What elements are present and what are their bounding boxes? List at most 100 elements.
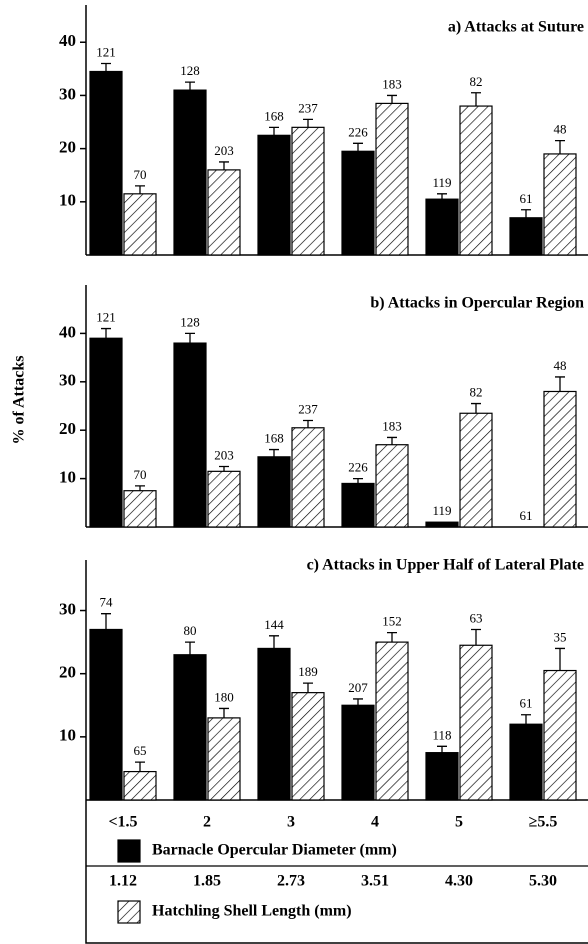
shell-length: 1.12 xyxy=(109,873,137,890)
count-label: 74 xyxy=(100,595,114,610)
bar xyxy=(257,134,291,256)
count-label: 203 xyxy=(214,143,234,158)
bar xyxy=(543,669,577,801)
bar xyxy=(425,752,459,801)
error-bar xyxy=(219,161,229,170)
count-label: 226 xyxy=(348,124,368,139)
shell-length: 5.30 xyxy=(529,873,557,890)
error-bar xyxy=(521,714,531,725)
bar xyxy=(375,641,409,801)
count-label: 63 xyxy=(470,610,483,625)
count-label: 152 xyxy=(382,614,402,629)
y-tick-label: 10 xyxy=(59,468,76,487)
bar xyxy=(173,342,207,528)
count-label: 80 xyxy=(184,623,197,638)
bar xyxy=(89,70,123,256)
panel-title: b) Attacks in Opercular Region xyxy=(370,295,584,312)
error-bar xyxy=(185,641,195,655)
y-tick-label: 20 xyxy=(59,138,76,157)
bar xyxy=(207,470,241,528)
bar xyxy=(257,647,291,801)
bar xyxy=(341,150,375,256)
count-label: 48 xyxy=(554,358,567,373)
bar xyxy=(291,126,325,256)
count-label: 119 xyxy=(432,503,451,518)
bar xyxy=(207,169,241,256)
error-bar xyxy=(135,761,145,772)
x-category: 2 xyxy=(203,814,211,831)
shell-length: 4.30 xyxy=(445,873,473,890)
error-bar xyxy=(471,402,481,414)
count-label: 61 xyxy=(520,191,533,206)
error-bar xyxy=(437,193,447,200)
legend-swatch xyxy=(117,900,141,924)
x-category: 4 xyxy=(371,814,379,831)
bar xyxy=(375,102,409,256)
count-label: 61 xyxy=(520,508,533,523)
count-label: 65 xyxy=(134,743,147,758)
count-label: 237 xyxy=(298,402,318,417)
error-bar xyxy=(387,631,397,643)
error-bar xyxy=(219,465,229,472)
bar xyxy=(509,217,543,256)
bar xyxy=(89,337,123,528)
count-label: 207 xyxy=(348,680,368,695)
count-label: 168 xyxy=(264,108,284,123)
error-bar xyxy=(101,613,111,630)
error-bar xyxy=(387,436,397,445)
error-bar xyxy=(555,376,565,392)
error-bar xyxy=(101,327,111,339)
legend-swatch xyxy=(117,839,141,863)
count-label: 144 xyxy=(264,617,284,632)
count-label: 189 xyxy=(298,664,318,679)
y-tick-label: 40 xyxy=(59,31,76,50)
error-bar xyxy=(185,81,195,91)
y-tick-label: 30 xyxy=(59,84,76,103)
error-bar xyxy=(471,628,481,646)
y-tick-label: 40 xyxy=(59,322,76,341)
error-bar xyxy=(269,126,279,136)
error-bar xyxy=(135,485,145,491)
count-label: 168 xyxy=(264,431,284,446)
count-label: 180 xyxy=(214,689,234,704)
bar xyxy=(341,482,375,528)
bar xyxy=(425,198,459,256)
panel-title: c) Attacks in Upper Half of Lateral Plat… xyxy=(307,557,584,574)
count-label: 61 xyxy=(520,696,533,711)
error-bar xyxy=(437,745,447,753)
y-axis-label: % of Attacks xyxy=(11,356,28,445)
error-bar xyxy=(353,698,363,706)
count-label: 48 xyxy=(554,122,567,137)
count-label: 183 xyxy=(382,76,402,91)
count-label: 82 xyxy=(470,74,483,89)
y-tick-label: 30 xyxy=(59,371,76,390)
table-border xyxy=(85,800,588,944)
y-tick-label: 30 xyxy=(59,599,76,618)
bar xyxy=(459,105,493,256)
shell-length: 1.85 xyxy=(193,873,221,890)
bar xyxy=(375,444,409,528)
error-bar xyxy=(219,707,229,718)
error-bar xyxy=(521,209,531,218)
error-bar xyxy=(471,92,481,107)
legend-label: Hatchling Shell Length (mm) xyxy=(152,903,352,920)
y-tick-label: 10 xyxy=(59,726,76,745)
panel-title: a) Attacks at Suture xyxy=(448,19,584,36)
y-tick-label: 20 xyxy=(59,419,76,438)
count-label: 226 xyxy=(348,460,368,475)
bar xyxy=(123,770,157,801)
error-bar xyxy=(387,94,397,104)
bar xyxy=(425,521,459,528)
count-label: 70 xyxy=(134,167,147,182)
error-bar xyxy=(555,139,565,154)
count-label: 121 xyxy=(96,310,116,325)
bar xyxy=(207,717,241,801)
bar xyxy=(543,153,577,256)
error-bar xyxy=(555,647,565,671)
error-bar xyxy=(303,419,313,428)
error-bar xyxy=(353,477,363,484)
count-label: 237 xyxy=(298,100,318,115)
bar xyxy=(341,704,375,801)
error-bar xyxy=(185,332,195,344)
